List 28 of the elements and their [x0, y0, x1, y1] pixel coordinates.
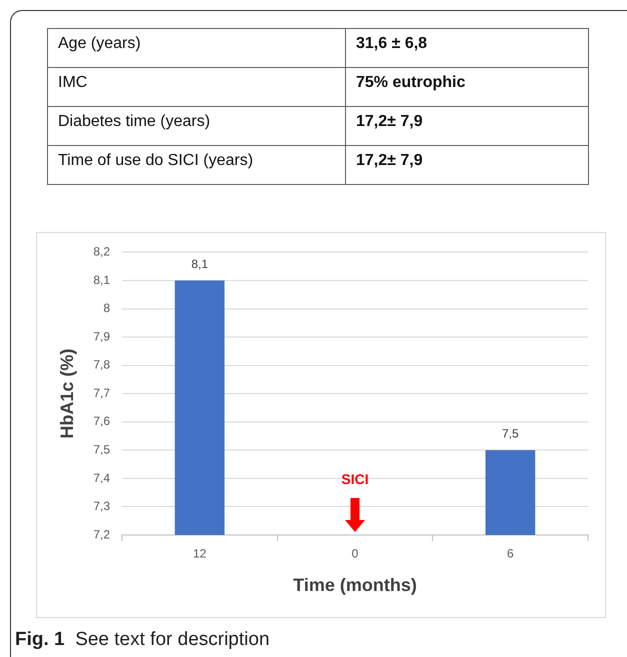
text: 17,2± 7,9 [346, 106, 588, 146]
data-label: 8,1 [191, 256, 208, 271]
text: Age (years) [48, 28, 346, 68]
x-tick-label: 12 [192, 546, 207, 561]
text: Diabetes time (years) [48, 106, 346, 146]
x-tick-label: 6 [506, 546, 514, 561]
y-tick-label: 7,9 [93, 329, 110, 344]
data-label: 7,5 [502, 426, 519, 440]
text: Time of use do SICI (years) [48, 146, 346, 184]
text: 75% eutrophic [346, 68, 588, 106]
y-tick-label: 7,5 [93, 442, 110, 456]
y-tick-label: 7,2 [93, 527, 110, 542]
y-tick-label: 7,4 [93, 470, 110, 485]
y-tick-label: 7,7 [93, 386, 110, 400]
text: IMC [48, 68, 346, 106]
y-tick-label: 7,8 [93, 358, 110, 372]
text: 17,2± 7,9 [346, 146, 588, 184]
y-tick-label: 8,1 [93, 272, 110, 287]
x-tick-label: 0 [352, 546, 359, 561]
y-tick-label: 8,2 [93, 244, 110, 259]
x-axis-title: Time (months) [293, 575, 417, 596]
annotation: SICI [341, 470, 369, 487]
y-tick-label: 7,6 [93, 414, 110, 428]
caption: Fig. 1 See text for description [15, 629, 270, 650]
text: 31,6 ± 6,8 [346, 28, 588, 68]
y-axis-title: HbA1c (%) [56, 348, 77, 439]
y-tick-label: 8 [103, 301, 110, 316]
y-tick-label: 7,3 [93, 499, 110, 514]
